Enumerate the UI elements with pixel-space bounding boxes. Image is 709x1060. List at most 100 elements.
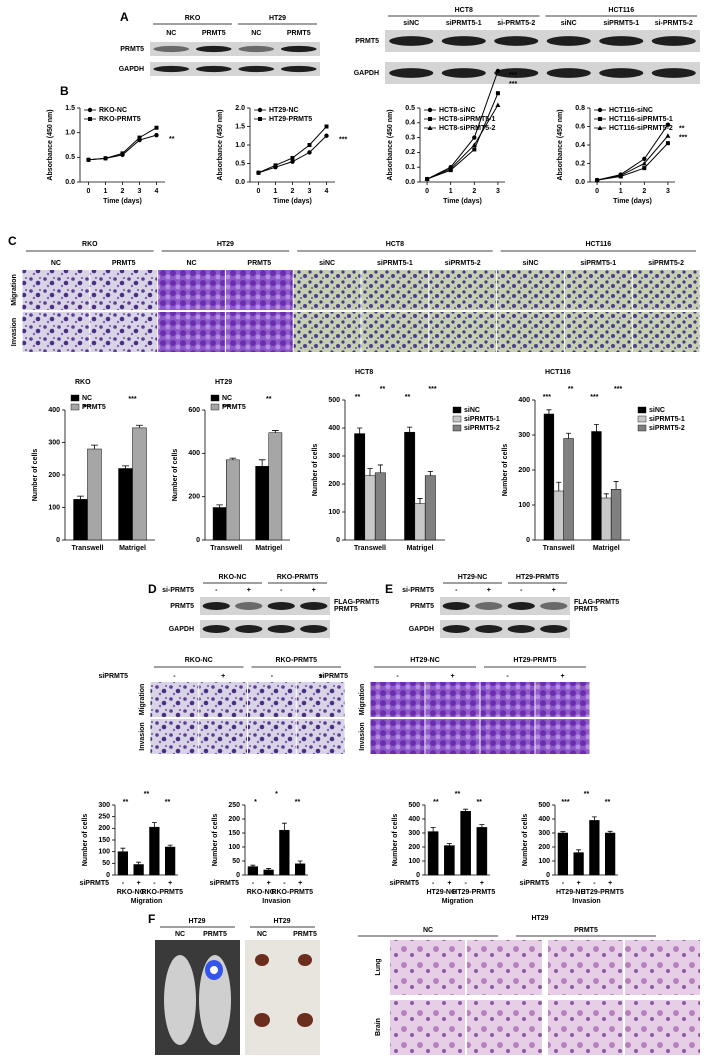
lane-label: - [271, 673, 274, 680]
y-axis-label: Absorbance (450 nm) [557, 109, 564, 180]
bar [543, 413, 555, 541]
group-label: RKO-NC [247, 889, 275, 896]
series-line [426, 93, 499, 180]
row-label: Brain [375, 1018, 382, 1036]
row-label: siPRMT5 [519, 880, 549, 887]
x-tick-label: 2 [472, 188, 476, 195]
treatment-label: siPRMT5 [318, 673, 348, 680]
organ [255, 954, 269, 966]
legend-swatch [637, 415, 647, 423]
group-label: HT29 [269, 15, 286, 22]
error-bar [479, 824, 485, 828]
micrograph [225, 312, 293, 352]
micrograph [370, 719, 425, 754]
point [290, 159, 295, 164]
x-tick-label: Transwell [354, 545, 386, 552]
band-label: PRMT5 [574, 606, 598, 613]
group-label: HT29 [273, 918, 290, 925]
y-axis-label: Number of cells [32, 449, 39, 502]
micrograph [425, 682, 480, 717]
y-tick-label: 1.5 [235, 123, 245, 130]
x-tick-label: - [562, 880, 565, 887]
legend-marker [598, 117, 602, 121]
band-label: FLAG-PRMT5 [334, 599, 379, 606]
bar [212, 507, 227, 541]
y-tick-label: 0.0 [235, 179, 245, 186]
legend-label: HCT116-siNC [609, 107, 653, 114]
lane-label: si-PRMT5-2 [655, 20, 693, 27]
bar [589, 820, 600, 876]
micrograph [370, 682, 425, 717]
chart-title: HT29 [215, 379, 232, 386]
x-tick-label: - [283, 880, 286, 887]
x-tick-label: + [298, 880, 302, 887]
significance: ** [123, 799, 129, 806]
significance: *** [339, 137, 347, 144]
micrograph [361, 312, 429, 352]
y-tick-label: 1.5 [65, 105, 75, 112]
y-axis-label: Number of cells [522, 814, 529, 867]
y-tick-label: 100 [228, 844, 240, 851]
x-tick-label: 3 [138, 188, 142, 195]
y-tick-label: 200 [98, 825, 110, 832]
point [641, 161, 647, 166]
x-tick-label: + [447, 880, 451, 887]
x-tick-label: 1 [619, 188, 623, 195]
error-bar [258, 459, 266, 467]
blot-band [651, 68, 696, 78]
group-label: RKO-PRMT5 [275, 657, 317, 664]
legend-swatch [210, 403, 220, 411]
blot-band [238, 65, 275, 73]
x-tick-label: - [593, 880, 596, 887]
blot-strip [385, 30, 700, 52]
error-bar [135, 424, 143, 428]
lane-label: NC [175, 931, 185, 938]
blot-strip [200, 597, 330, 615]
group-label: RKO [82, 241, 98, 248]
lane-label: PRMT5 [202, 30, 226, 37]
lane-label: siPRMT5-1 [446, 20, 482, 27]
y-tick-label: 100 [98, 849, 110, 856]
bar [601, 497, 612, 541]
y-tick-label: 400 [328, 425, 340, 432]
panel-letter: C [8, 234, 17, 248]
micrograph [158, 312, 225, 352]
y-tick-label: 300 [408, 830, 420, 837]
error-bar [120, 847, 126, 852]
blot-band [300, 625, 328, 633]
x-tick-label: Matrigel [119, 545, 146, 552]
row-label: Invasion [11, 318, 18, 346]
y-axis-label: Number of cells [502, 444, 509, 497]
blot-row-label: PRMT5 [410, 603, 434, 610]
error-bar [613, 481, 619, 490]
y-tick-label: 100 [408, 858, 420, 865]
significance: ** [584, 791, 590, 798]
row-label: Invasion [359, 722, 366, 750]
x-axis-label: Time (days) [613, 198, 652, 205]
bar [73, 499, 88, 541]
lane-label: siPRMT5-1 [603, 20, 639, 27]
lane-label: + [319, 673, 323, 680]
error-bar [591, 816, 597, 821]
row-label: Migration [359, 684, 366, 716]
blot-band [507, 602, 535, 610]
group-label: HT29-NC [458, 574, 488, 581]
lane-label: NC [186, 260, 196, 267]
y-tick-label: 0.5 [235, 160, 245, 167]
micrograph [429, 312, 497, 352]
x-tick-label: Transwell [543, 545, 575, 552]
micrograph [296, 682, 345, 717]
legend-label: HCT116-siPRMT5-1 [609, 116, 673, 123]
point [665, 141, 670, 146]
chart-title: HCT8 [355, 369, 373, 376]
organ [254, 1013, 270, 1027]
bar [294, 863, 306, 876]
group-label: RKO-NC [219, 574, 247, 581]
significance: *** [614, 386, 622, 393]
micrograph [425, 719, 480, 754]
micrograph [497, 270, 564, 310]
legend-marker [427, 125, 433, 130]
panel-letter: A [120, 10, 129, 24]
point [307, 150, 312, 155]
significance: *** [509, 81, 517, 88]
